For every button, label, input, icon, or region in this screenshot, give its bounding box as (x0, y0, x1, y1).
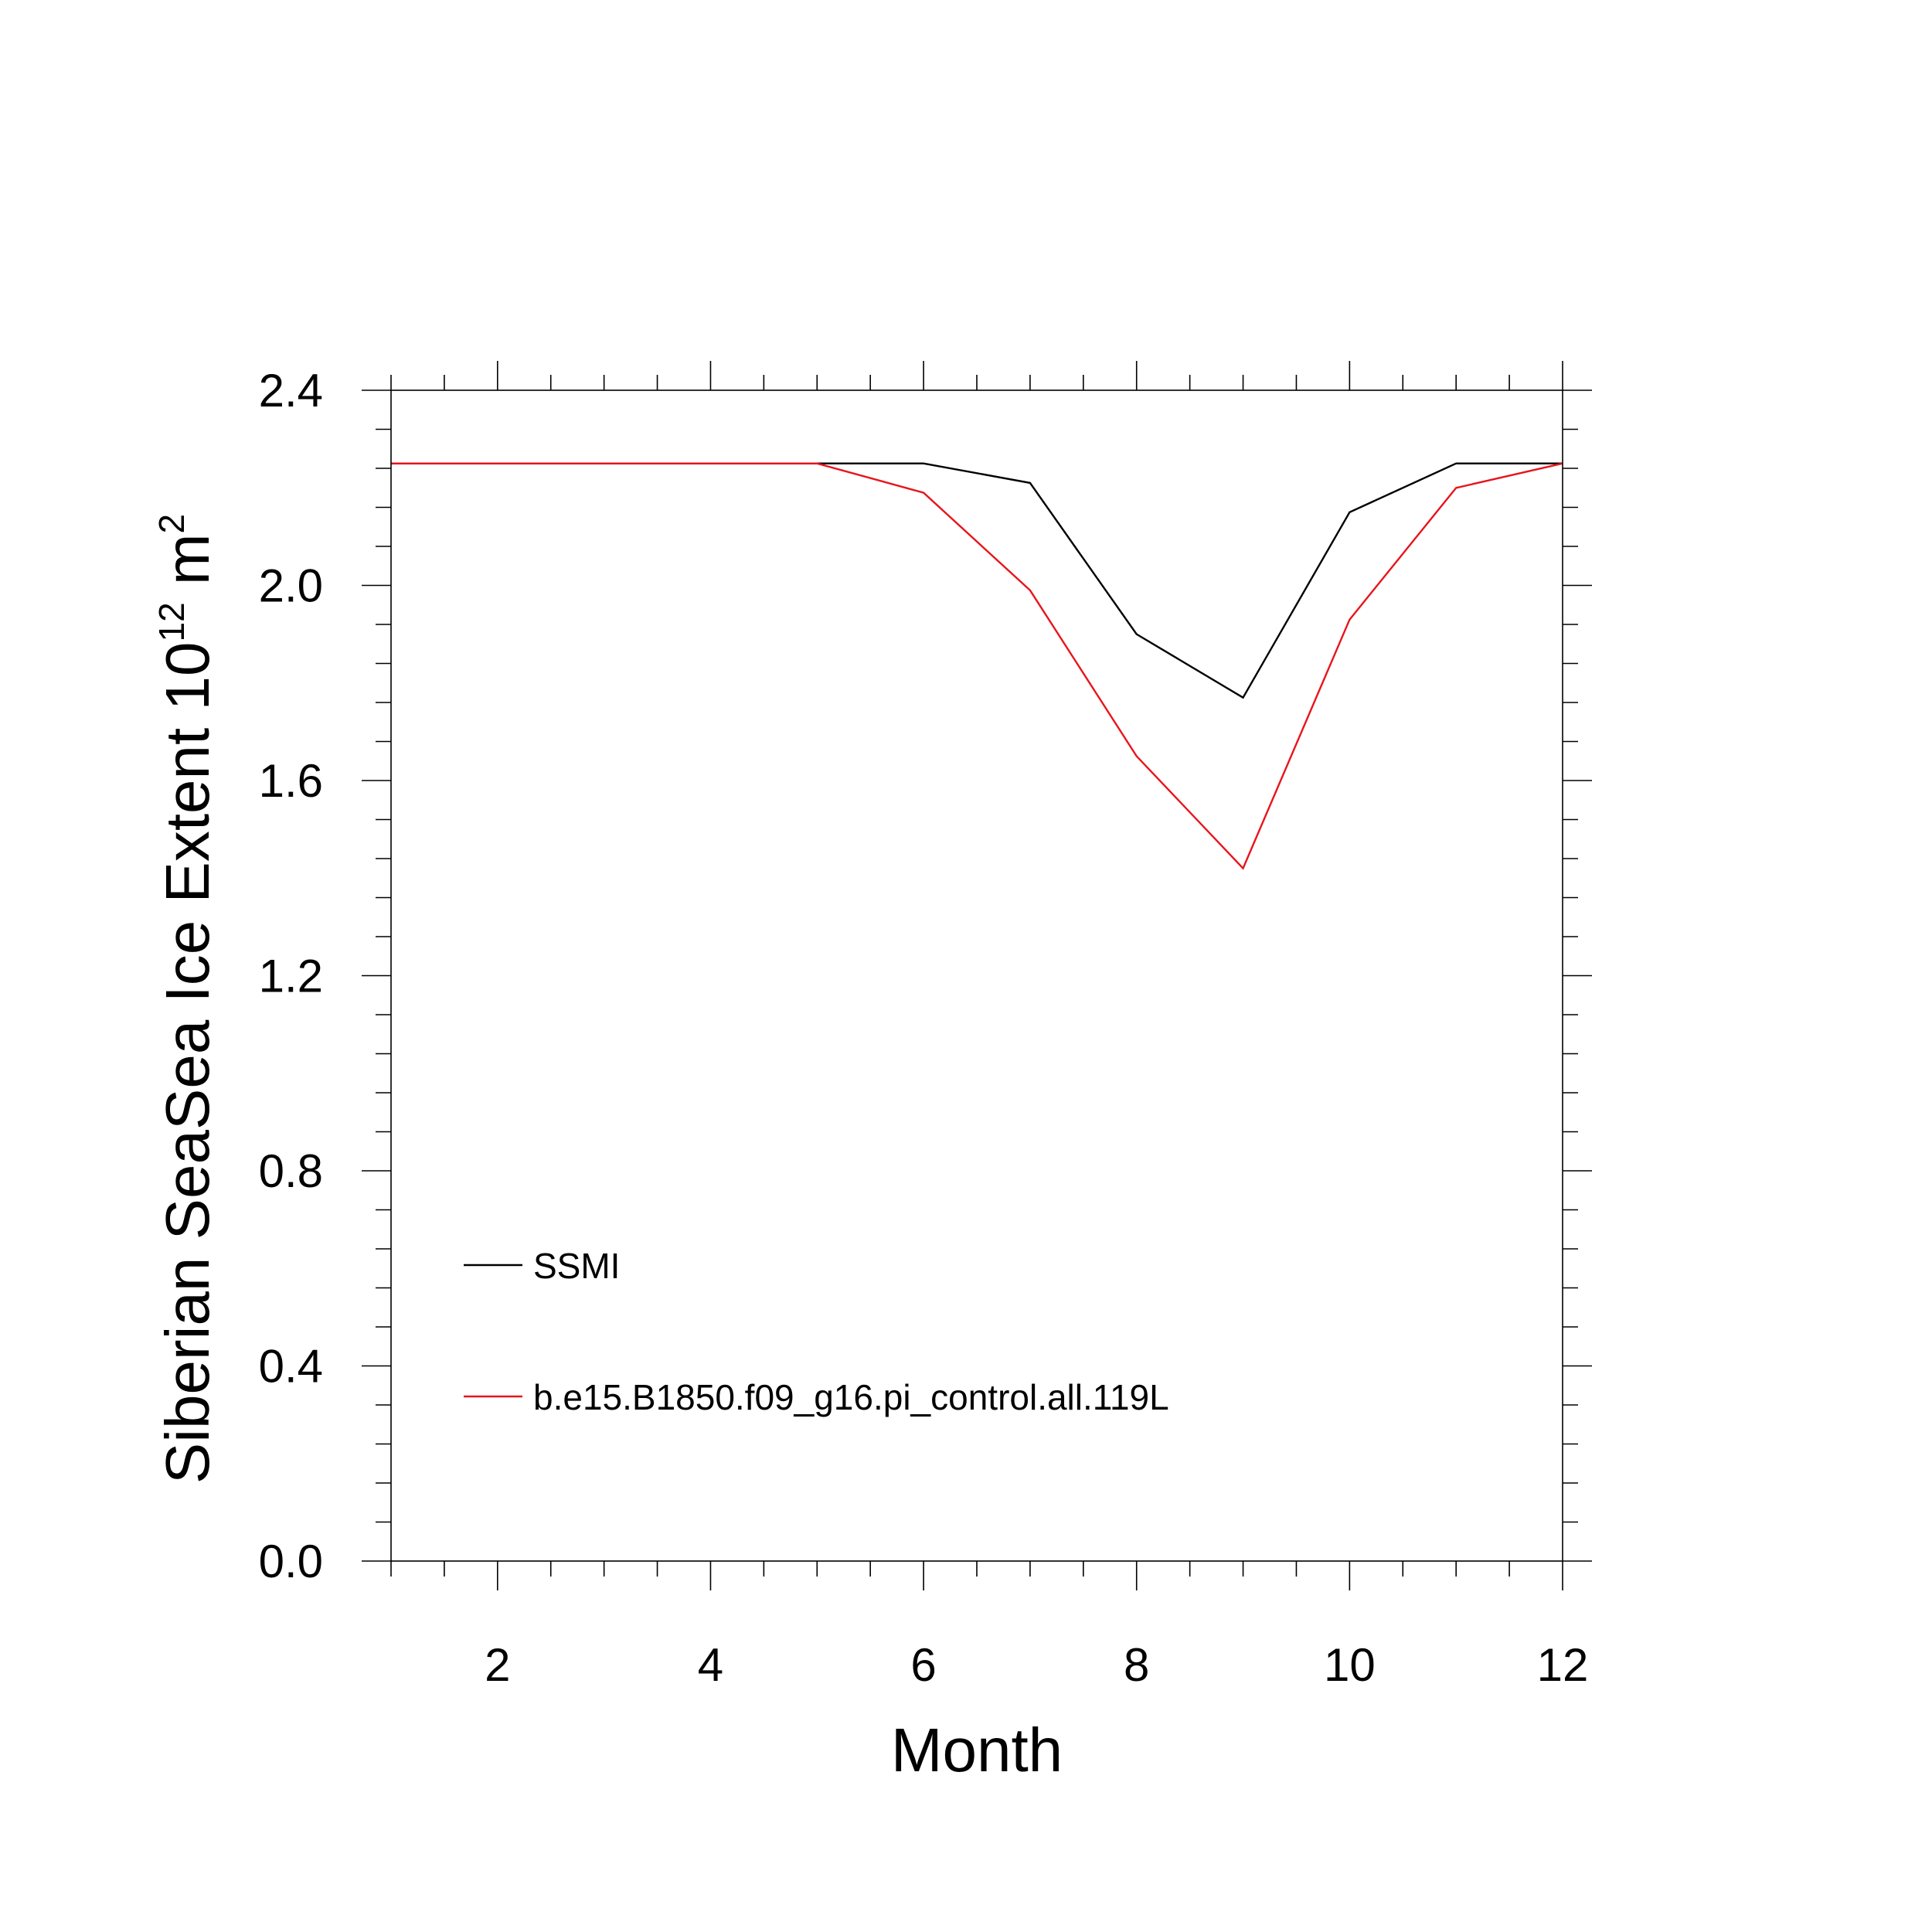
x-axis-title: Month (891, 1716, 1063, 1784)
y-tick-label: 0.0 (259, 1536, 323, 1587)
plot-frame (390, 389, 1563, 1562)
y-axis-title-exponent: 12 (151, 602, 192, 641)
x-tick-label: 4 (698, 1639, 723, 1691)
series-lines (391, 462, 1563, 870)
y-tick-label: 1.6 (259, 755, 323, 807)
y-tick-label: 2.4 (259, 365, 323, 417)
y-tick-label: 2.0 (259, 560, 323, 612)
x-tick-label: 2 (485, 1639, 510, 1691)
y-tick-label: 0.4 (259, 1341, 323, 1393)
y-tick-label: 1.2 (259, 951, 323, 1002)
x-tick-label: 10 (1324, 1639, 1376, 1691)
x-tick-label: 12 (1537, 1639, 1589, 1691)
y-axis-title-unit-exponent: 2 (151, 514, 192, 534)
x-tick-label: 8 (1124, 1639, 1149, 1691)
series-line (391, 462, 1563, 870)
y-axis-title: Siberian SeaSea Ice Extent 1012 m2 (151, 514, 222, 1484)
y-axis-title-unit: m (153, 533, 222, 602)
x-tick-label: 6 (910, 1639, 936, 1691)
y-tick-label: 0.8 (259, 1145, 323, 1197)
legend: SSMI b.e15.B1850.f09_g16.pi_control.all.1… (464, 1246, 1169, 1417)
y-axis-title-text: Siberian SeaSea Ice Extent 10 (153, 642, 222, 1485)
legend-label: b.e15.B1850.f09_g16.pi_control.all.119L (533, 1377, 1169, 1417)
tick-labels: 2 4 6 8 10 12 0.0 0.4 0.8 1.2 1.6 2.0 2.4 (259, 365, 1589, 1691)
legend-label: SSMI (533, 1246, 620, 1286)
axis-ticks (362, 361, 1592, 1590)
